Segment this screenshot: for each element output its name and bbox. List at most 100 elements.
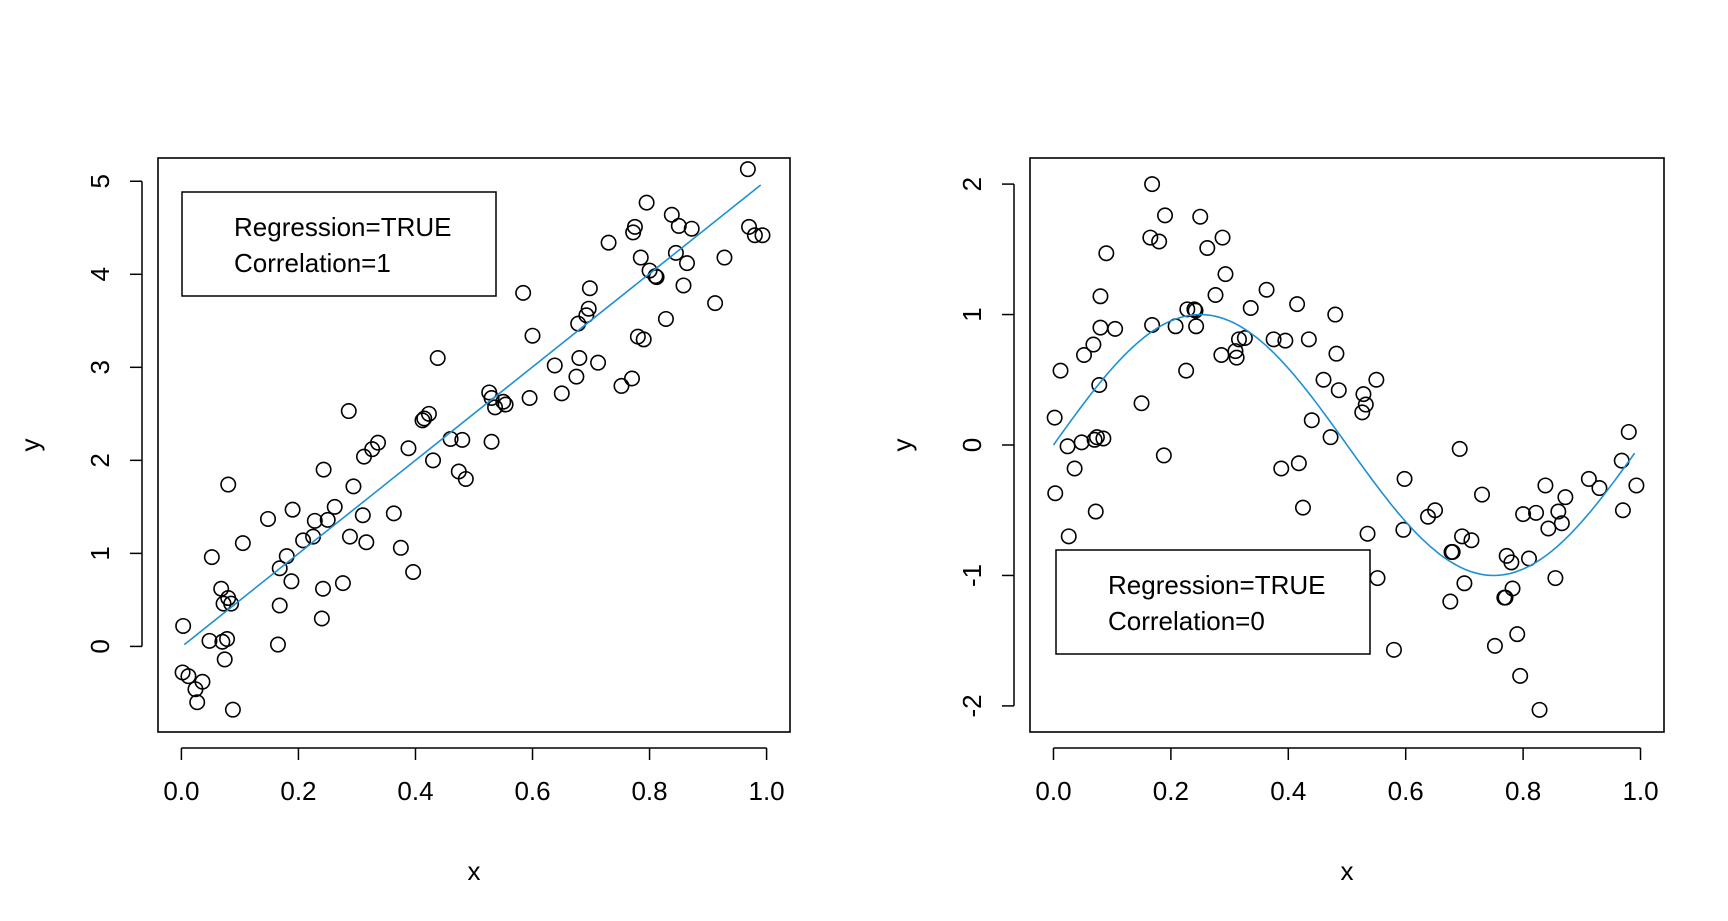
data-point — [355, 448, 372, 465]
y-axis-title: y — [15, 439, 45, 452]
data-point — [1557, 489, 1574, 506]
data-point — [315, 580, 332, 597]
data-point — [1512, 667, 1529, 684]
data-point — [1236, 330, 1253, 347]
data-point — [663, 206, 680, 223]
data-point — [1265, 331, 1282, 348]
data-point — [1531, 701, 1548, 718]
data-point — [1357, 396, 1374, 413]
data-point — [497, 396, 514, 413]
data-point — [341, 528, 358, 545]
data-point — [1300, 331, 1317, 348]
data-point — [1315, 371, 1332, 388]
data-point — [571, 350, 588, 367]
data-point — [1474, 486, 1491, 503]
data-point — [1144, 176, 1161, 193]
data-point — [515, 284, 532, 301]
regression-line — [1052, 313, 1636, 577]
y-tick-label: 2 — [85, 453, 115, 467]
data-point — [667, 244, 684, 261]
data-point — [648, 269, 665, 286]
data-point — [1444, 543, 1461, 560]
data-point — [1066, 460, 1083, 477]
data-point — [220, 476, 237, 493]
data-point — [400, 440, 417, 457]
data-point — [1290, 455, 1307, 472]
data-point — [679, 255, 696, 272]
data-point — [1322, 429, 1339, 446]
data-point — [1073, 434, 1090, 451]
data-point — [1442, 593, 1459, 610]
data-point — [1242, 300, 1259, 317]
data-point — [319, 511, 336, 528]
data-point — [1443, 543, 1460, 560]
data-point — [1503, 554, 1520, 571]
data-point — [454, 431, 471, 448]
regression-line — [183, 184, 762, 646]
y-tick-label: 3 — [85, 360, 115, 374]
data-point — [260, 510, 277, 527]
x-tick-label: 0.6 — [1388, 776, 1424, 806]
plot-frame — [157, 157, 791, 733]
data-point — [271, 560, 288, 577]
y-axis-title: y — [887, 439, 917, 452]
data-point — [201, 632, 218, 649]
plot-frame — [1029, 157, 1665, 733]
data-point — [315, 461, 332, 478]
x-tick-label: 0.2 — [280, 776, 316, 806]
data-point — [1355, 386, 1372, 403]
data-point — [1620, 423, 1637, 440]
data-point — [670, 217, 687, 234]
data-point — [1591, 480, 1608, 497]
data-point — [1228, 349, 1245, 366]
y-tick-label: 0 — [85, 639, 115, 653]
data-point — [1330, 382, 1347, 399]
data-point — [1157, 207, 1174, 224]
legend: Regression=TRUE Correlation=1 — [181, 191, 497, 297]
data-point — [1188, 318, 1205, 335]
data-point — [340, 403, 357, 420]
data-point — [326, 498, 343, 515]
data-point — [675, 277, 692, 294]
data-point — [1095, 430, 1112, 447]
data-point — [1540, 520, 1557, 537]
data-point — [1217, 266, 1234, 283]
data-point — [1456, 575, 1473, 592]
x-tick-label: 0.2 — [1153, 776, 1189, 806]
data-point — [1091, 376, 1108, 393]
x-axis-title: x — [468, 856, 481, 886]
data-point — [1199, 240, 1216, 257]
data-point — [1385, 641, 1402, 658]
data-point — [1354, 404, 1371, 421]
y-tick-label: 5 — [85, 174, 115, 188]
data-point — [1553, 515, 1570, 532]
y-tick-label: 4 — [85, 267, 115, 281]
data-point — [1076, 346, 1093, 363]
data-point — [313, 610, 330, 627]
legend-entry: Regression=TRUE — [1108, 570, 1325, 600]
data-point — [1107, 320, 1124, 337]
data-point — [189, 694, 206, 711]
x-tick-label: 1.0 — [749, 776, 785, 806]
data-point — [405, 563, 422, 580]
data-point — [626, 218, 643, 235]
legend-box — [1055, 549, 1371, 655]
data-point — [1328, 345, 1345, 362]
data-point — [223, 595, 240, 612]
data-point — [1454, 528, 1471, 545]
y-tick-label: 1 — [85, 546, 115, 560]
data-point — [590, 354, 607, 371]
data-point — [1085, 336, 1102, 353]
data-point — [1628, 477, 1645, 494]
data-point — [483, 433, 500, 450]
data-point — [1144, 316, 1161, 333]
data-point — [1087, 503, 1104, 520]
data-point — [392, 539, 409, 556]
data-point — [1327, 306, 1344, 323]
data-point — [234, 535, 251, 552]
data-point — [1047, 485, 1064, 502]
legend-entry: Correlation=1 — [234, 248, 391, 278]
x-tick-label: 0.4 — [1270, 776, 1306, 806]
data-point — [354, 507, 371, 524]
